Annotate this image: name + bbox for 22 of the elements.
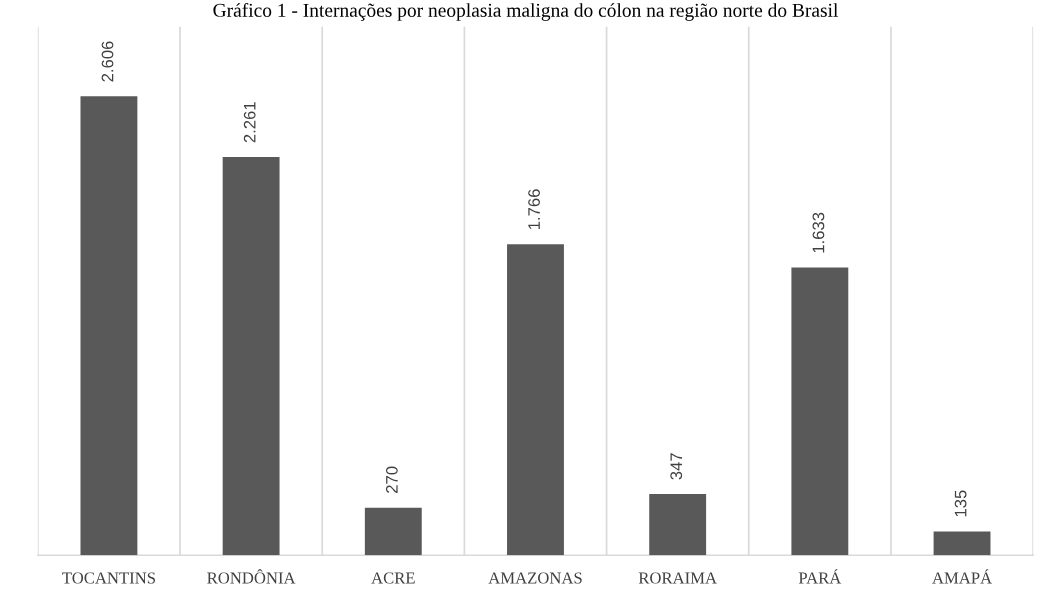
bar [933, 531, 991, 556]
data-label: 347 [670, 453, 683, 480]
bar [649, 494, 707, 556]
x-tick-label: RORAIMA [638, 572, 717, 584]
bar [364, 507, 422, 556]
x-tick-label: PARÁ [798, 569, 842, 584]
x-tick-label: ACRE [371, 572, 415, 584]
data-label: 1.633 [812, 212, 825, 253]
x-tick-label: AMAZONAS [488, 572, 582, 584]
bar [80, 96, 138, 556]
bar [222, 157, 280, 556]
chart-title: Gráfico 1 - Internações por neoplasia maligna do cólon na região norte do Brasil [213, 2, 838, 21]
x-tick-label: TOCANTINS [62, 572, 155, 584]
x-tick-label: RONDÔNIA [207, 569, 296, 584]
data-label: 270 [385, 466, 398, 493]
bar [507, 244, 564, 556]
data-label: 135 [954, 490, 967, 517]
data-label: 2.261 [243, 102, 256, 143]
data-label: 2.606 [101, 41, 114, 82]
bar [791, 267, 849, 556]
data-label: 1.766 [528, 189, 540, 230]
x-tick-label: AMAPÁ [932, 569, 993, 584]
